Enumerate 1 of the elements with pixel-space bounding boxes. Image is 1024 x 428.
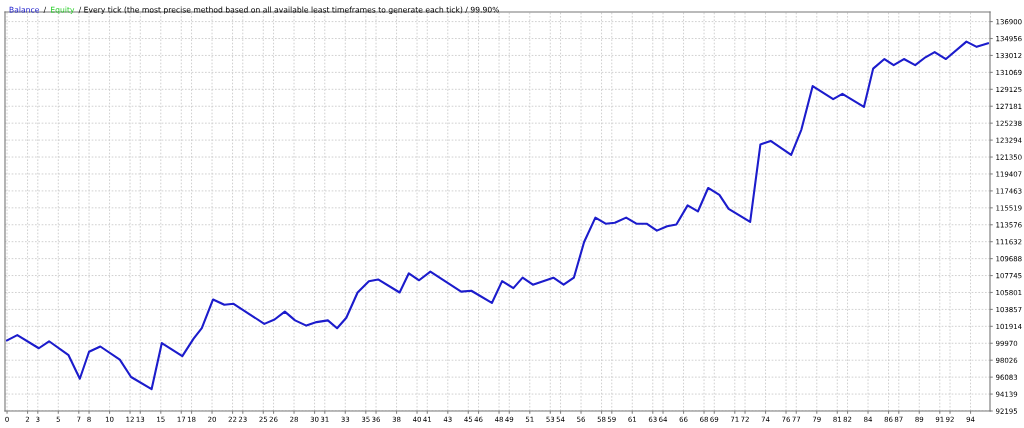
line-series xyxy=(6,40,989,391)
